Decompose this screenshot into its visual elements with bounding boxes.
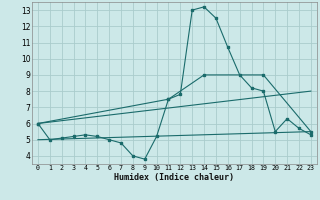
- X-axis label: Humidex (Indice chaleur): Humidex (Indice chaleur): [115, 173, 234, 182]
